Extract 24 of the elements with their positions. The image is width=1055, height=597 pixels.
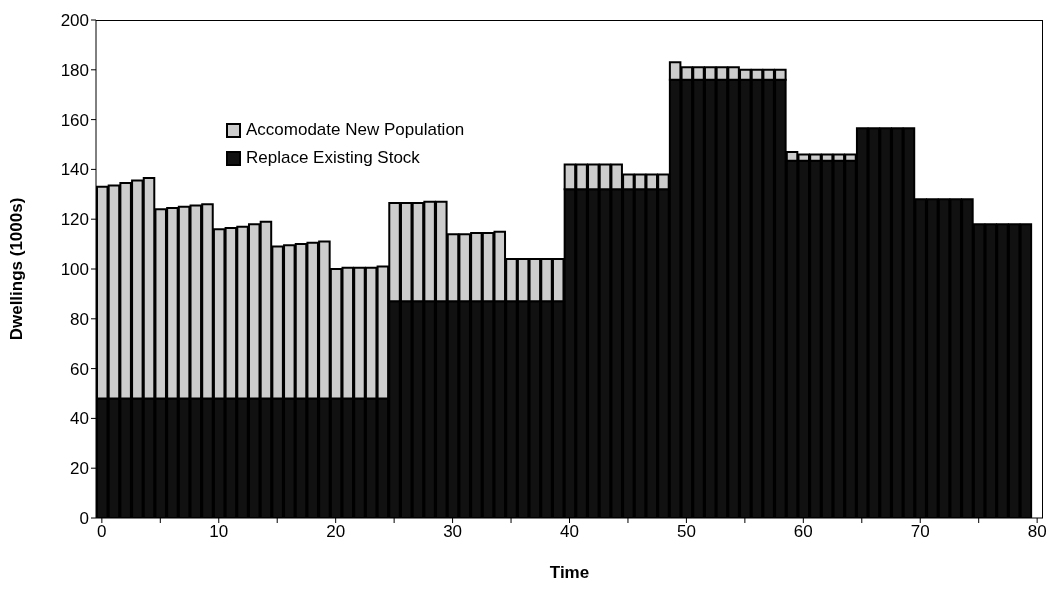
x-tick-label: 70 [910,522,930,542]
y-tick-label: 160 [60,110,89,130]
y-axis-title: Dwellings (1000s) [7,197,27,341]
y-tick-label: 0 [79,509,89,529]
x-tick-label: 0 [97,522,107,542]
y-tick-label: 40 [70,409,89,429]
y-tick-label: 120 [60,210,89,230]
legend-label: Accomodate New Population [246,120,465,140]
y-tick-label: 200 [60,11,89,31]
x-tick-label: 20 [326,522,346,542]
y-tick-label: 100 [60,260,89,280]
y-tick-label: 140 [60,160,89,180]
y-tick-label: 60 [70,359,89,379]
y-tick-label: 20 [70,459,89,479]
x-tick-label: 10 [209,522,229,542]
x-tick-label: 80 [1027,522,1047,542]
x-tick-label: 60 [793,522,813,542]
x-tick-label: 30 [443,522,463,542]
x-tick-label: 40 [560,522,579,542]
x-tick-label: 50 [676,522,696,542]
y-tick-label: 80 [70,309,89,329]
y-tick-label: 180 [60,60,89,80]
legend-label: Replace Existing Stock [246,148,420,168]
x-axis-title: Time [549,563,590,582]
